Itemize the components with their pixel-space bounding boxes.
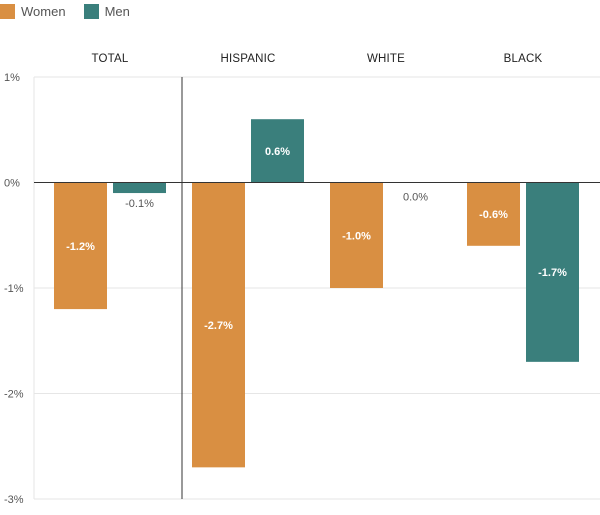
bar-men [113,182,166,194]
data-label: -1.0% [342,230,371,242]
chart-legend: Women Men [0,2,148,20]
legend-swatch [83,3,99,19]
bar-women [467,182,520,246]
category-label: TOTAL [92,53,129,65]
legend-item-women: Women [0,3,66,19]
legend-swatch [0,3,15,19]
y-tick-label: -1% [4,283,24,295]
category-label: BLACK [504,53,543,65]
data-label: -0.1% [125,198,154,210]
y-tick-label: -3% [4,494,24,506]
legend-label: Men [104,3,130,19]
data-label: -1.2% [66,241,95,253]
bar-men [251,119,304,183]
data-label: -0.6% [479,209,508,221]
data-label: -1.7% [538,267,567,279]
y-tick-label: 1% [4,72,20,84]
y-tick-label: 0% [4,178,20,190]
data-label: -2.7% [204,320,233,332]
legend-label: Women [21,3,66,19]
y-tick-label: -2% [4,389,24,401]
legend-item-men: Men [83,3,130,19]
category-label: WHITE [367,53,405,65]
bar-women [54,182,107,310]
data-label: 0.0% [403,192,428,204]
bar-men [526,182,579,362]
bar-women [330,182,383,288]
category-label: HISPANIC [220,53,275,65]
data-label: 0.6% [265,146,290,158]
bar-women [192,182,245,468]
